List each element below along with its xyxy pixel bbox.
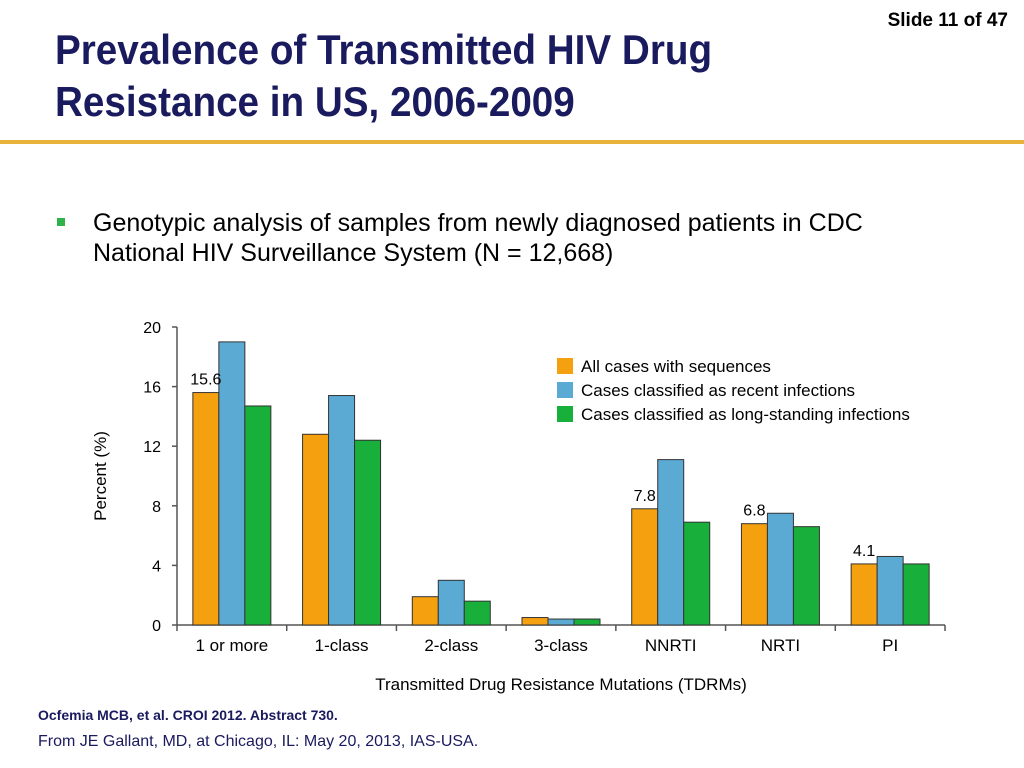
bar xyxy=(547,618,575,626)
y-tick-label: 0 xyxy=(152,618,161,635)
y-tick-label: 4 xyxy=(152,558,161,575)
y-tick-label: 16 xyxy=(143,380,161,397)
square-bullet-icon xyxy=(57,218,65,226)
slide-title: Prevalence of Transmitted HIV Drug Resis… xyxy=(55,24,828,128)
bar xyxy=(437,579,465,626)
bar xyxy=(766,512,794,626)
x-tick-label: NNRTI xyxy=(645,636,697,655)
bar xyxy=(302,433,330,626)
legend-swatch xyxy=(557,406,573,422)
y-tick-label: 12 xyxy=(143,439,161,456)
bar xyxy=(792,526,820,626)
x-tick-label: NRTI xyxy=(761,636,800,655)
bar xyxy=(902,563,930,626)
slide-title-line-2: Resistance in US, 2006-2009 xyxy=(55,78,575,125)
title-divider xyxy=(0,140,1024,144)
bar xyxy=(657,459,685,626)
y-tick-label: 20 xyxy=(143,320,161,337)
y-axis-title: Percent (%) xyxy=(91,431,110,521)
legend-label: Cases classified as recent infections xyxy=(581,381,855,400)
bar xyxy=(328,395,356,626)
credit-line: From JE Gallant, MD, at Chicago, IL: May… xyxy=(38,733,479,750)
slide-title-line-1: Prevalence of Transmitted HIV Drug xyxy=(55,26,713,73)
data-label: 4.1 xyxy=(853,543,875,560)
x-axis-title: Transmitted Drug Resistance Mutations (T… xyxy=(375,675,747,694)
bar xyxy=(573,618,601,626)
bullet-text: Genotypic analysis of samples from newly… xyxy=(93,209,863,267)
data-label: 15.6 xyxy=(190,372,221,389)
x-tick-label: 3-class xyxy=(534,636,588,655)
slide-number: Slide 11 of 47 xyxy=(887,10,1008,31)
bar xyxy=(683,521,711,626)
citation: Ocfemia MCB, et al. CROI 2012. Abstract … xyxy=(38,707,338,723)
bar xyxy=(411,596,439,626)
data-label: 7.8 xyxy=(634,488,656,505)
x-tick-label: PI xyxy=(882,636,898,655)
x-tick-label: 2-class xyxy=(424,636,478,655)
bar xyxy=(192,392,220,626)
data-label: 6.8 xyxy=(743,503,765,520)
bar xyxy=(244,405,272,626)
bar xyxy=(876,555,904,626)
bar xyxy=(740,523,768,626)
bar xyxy=(463,600,491,626)
bar xyxy=(354,439,382,626)
x-tick-label: 1 or more xyxy=(195,636,268,655)
legend-label: All cases with sequences xyxy=(581,357,771,376)
bar xyxy=(521,617,549,626)
legend-label: Cases classified as long-standing infect… xyxy=(581,405,910,424)
legend-swatch xyxy=(557,358,573,374)
bar xyxy=(850,563,878,626)
legend-swatch xyxy=(557,382,573,398)
bar xyxy=(631,508,659,626)
x-tick-label: 1-class xyxy=(315,636,369,655)
y-tick-label: 8 xyxy=(152,499,161,516)
bar xyxy=(218,341,246,626)
